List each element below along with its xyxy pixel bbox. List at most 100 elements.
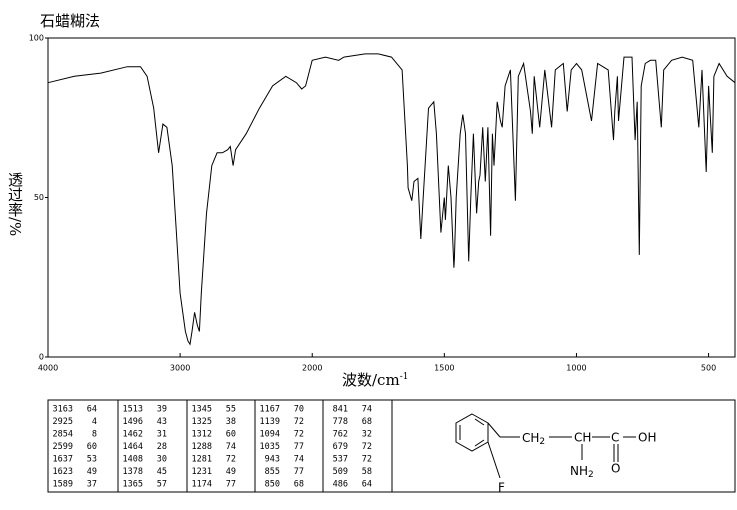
label-ch2: CH — [522, 431, 539, 445]
peak-wavenumber: 850 — [265, 480, 280, 490]
peak-wavenumber: 1288 — [192, 442, 212, 452]
peak-transmittance: 64 — [87, 405, 97, 415]
peak-transmittance: 72 — [294, 430, 304, 440]
peak-wavenumber: 1312 — [192, 430, 212, 440]
x-tick-label: 3000 — [170, 364, 190, 373]
peak-wavenumber: 1589 — [53, 480, 73, 490]
peak-wavenumber: 1464 — [123, 442, 143, 452]
peak-wavenumber: 1094 — [260, 430, 280, 440]
x-axis-label: 波数/cm-1 — [342, 371, 408, 389]
peak-transmittance: 49 — [87, 467, 97, 477]
peak-wavenumber: 2599 — [53, 442, 73, 452]
y-axis-label: 透过率/% — [6, 172, 24, 236]
structure-label: OH — [638, 431, 656, 445]
peak-transmittance: 72 — [362, 455, 372, 465]
chart-title: 石蜡糊法 — [40, 12, 100, 30]
label-nh2: NH — [570, 464, 588, 478]
peak-wavenumber: 2925 — [53, 417, 73, 427]
peak-wavenumber: 486 — [333, 480, 348, 490]
peak-transmittance: 57 — [157, 480, 167, 490]
peak-transmittance: 39 — [157, 405, 167, 415]
x-tick-label: 1500 — [434, 364, 454, 373]
peak-transmittance: 37 — [87, 480, 97, 490]
peak-wavenumber: 1462 — [123, 430, 143, 440]
peak-wavenumber: 1408 — [123, 455, 143, 465]
peak-wavenumber: 3163 — [53, 405, 73, 415]
peak-wavenumber: 1167 — [260, 405, 280, 415]
peak-wavenumber: 778 — [333, 417, 348, 427]
peak-wavenumber: 509 — [333, 467, 348, 477]
peak-transmittance: 77 — [294, 442, 304, 452]
structure-bonds — [455, 413, 636, 479]
peak-transmittance: 74 — [294, 455, 304, 465]
peak-transmittance: 32 — [362, 430, 372, 440]
peak-wavenumber: 762 — [333, 430, 348, 440]
peak-wavenumber: 1513 — [123, 405, 143, 415]
peak-transmittance: 68 — [362, 417, 372, 427]
peak-wavenumber: 679 — [333, 442, 348, 452]
peak-transmittance: 70 — [294, 405, 304, 415]
peak-transmittance: 60 — [87, 442, 97, 452]
x-tick-label: 1000 — [566, 364, 586, 373]
spectrum-line — [47, 53, 736, 346]
peak-transmittance: 49 — [226, 467, 236, 477]
peak-wavenumber: 2854 — [53, 430, 73, 440]
peak-transmittance: 64 — [362, 480, 372, 490]
peak-wavenumber: 855 — [265, 467, 280, 477]
peak-wavenumber: 1174 — [192, 480, 212, 490]
structure-frame — [391, 399, 736, 493]
x-tick-label: 2000 — [302, 364, 322, 373]
peak-transmittance: 72 — [226, 455, 236, 465]
peak-wavenumber: 1345 — [192, 405, 212, 415]
peak-transmittance: 4 — [92, 417, 97, 427]
y-tick-label: 0 — [39, 353, 44, 362]
peak-transmittance: 58 — [362, 467, 372, 477]
peak-transmittance: 53 — [87, 455, 97, 465]
peak-transmittance: 72 — [362, 442, 372, 452]
peak-wavenumber: 1035 — [260, 442, 280, 452]
peak-wavenumber: 1139 — [260, 417, 280, 427]
x-label-sup: -1 — [400, 372, 409, 382]
peak-transmittance: 31 — [157, 430, 167, 440]
peak-wavenumber: 537 — [333, 455, 348, 465]
peak-transmittance: 77 — [226, 480, 236, 490]
peak-wavenumber: 1325 — [192, 417, 212, 427]
peak-transmittance: 72 — [294, 417, 304, 427]
peak-wavenumber: 1281 — [192, 455, 212, 465]
peak-wavenumber: 1623 — [53, 467, 73, 477]
y-tick-label: 50 — [34, 193, 44, 202]
peak-wavenumber: 1496 — [123, 417, 143, 427]
structure-label: F — [498, 481, 505, 495]
structure-label: C — [611, 431, 619, 445]
peak-transmittance: 74 — [226, 442, 236, 452]
peak-transmittance: 8 — [92, 430, 97, 440]
x-label-text: 波数/cm — [342, 371, 400, 389]
structure-label: CH2 — [522, 431, 545, 447]
structure-label: NH2 — [570, 464, 594, 480]
x-tick-label: 4000 — [38, 364, 58, 373]
peak-wavenumber: 1365 — [123, 480, 143, 490]
y-tick-label: 100 — [29, 34, 44, 43]
peak-transmittance: 60 — [226, 430, 236, 440]
peak-transmittance: 55 — [226, 405, 236, 415]
plot-frame — [47, 37, 736, 358]
peak-transmittance: 77 — [294, 467, 304, 477]
peak-transmittance: 38 — [226, 417, 236, 427]
x-tick-label: 500 — [701, 364, 716, 373]
peak-transmittance: 74 — [362, 405, 372, 415]
peak-wavenumber: 1378 — [123, 467, 143, 477]
structure-label: CH — [574, 431, 591, 445]
peak-transmittance: 28 — [157, 442, 167, 452]
label-sub: 2 — [539, 437, 545, 447]
peak-transmittance: 45 — [157, 467, 167, 477]
label-sub: 2 — [588, 470, 594, 480]
peak-wavenumber: 1231 — [192, 467, 212, 477]
structure-label: O — [611, 462, 620, 476]
peak-wavenumber: 1637 — [53, 455, 73, 465]
peak-transmittance: 68 — [294, 480, 304, 490]
peak-wavenumber: 841 — [333, 405, 348, 415]
peak-transmittance: 30 — [157, 455, 167, 465]
peak-wavenumber: 943 — [265, 455, 280, 465]
peak-transmittance: 43 — [157, 417, 167, 427]
